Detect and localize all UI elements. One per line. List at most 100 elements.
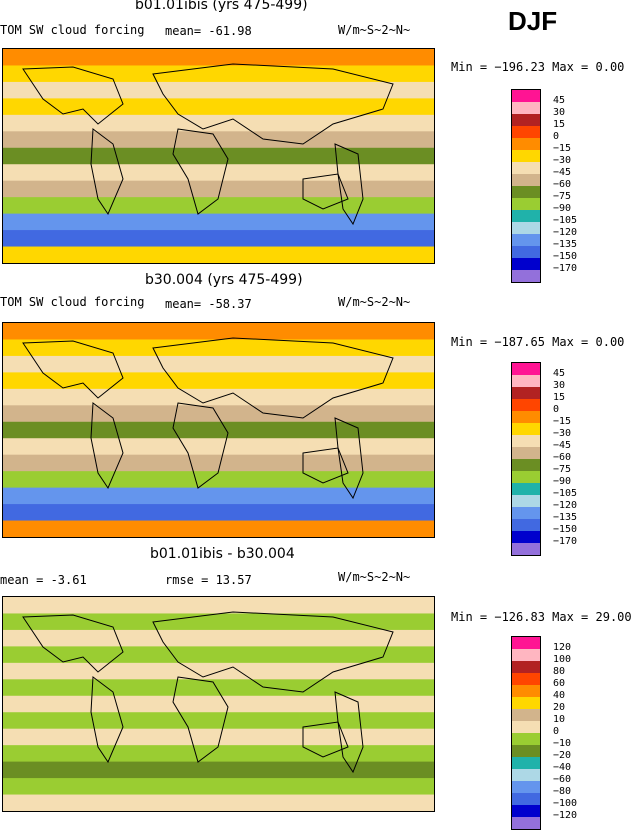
colorbar-tick-label: −60 bbox=[553, 452, 572, 463]
colorbar-tick-label: −15 bbox=[553, 416, 572, 427]
colorbar-tick-label: 30 bbox=[553, 107, 566, 118]
colorbar-tick-label: −120 bbox=[553, 227, 578, 238]
coastline bbox=[334, 417, 364, 500]
map-band bbox=[3, 405, 434, 423]
panel-2-map bbox=[2, 322, 435, 538]
colorbar-tick-label: 30 bbox=[553, 380, 566, 391]
colorbar-swatch bbox=[512, 507, 540, 519]
coastline bbox=[302, 721, 349, 758]
map-band bbox=[3, 323, 434, 340]
colorbar-tick-label: 60 bbox=[553, 678, 566, 689]
coastline bbox=[90, 128, 124, 216]
colorbar-swatch bbox=[512, 805, 540, 817]
colorbar-swatch bbox=[512, 270, 540, 282]
colorbar-tick-label: −90 bbox=[553, 476, 572, 487]
colorbar-swatch bbox=[512, 246, 540, 258]
map-band bbox=[3, 65, 434, 83]
panel-3-rmse: rmse = 13.57 bbox=[165, 573, 252, 587]
panel-2-title: b30.004 (yrs 475-499) bbox=[145, 272, 303, 288]
panel-3-colorbar bbox=[511, 636, 541, 830]
colorbar-tick-label: −15 bbox=[553, 143, 572, 154]
map-band bbox=[3, 745, 434, 763]
colorbar-swatch bbox=[512, 709, 540, 721]
coastline bbox=[172, 402, 229, 489]
colorbar-swatch bbox=[512, 649, 540, 661]
panel-1-title: b01.01ibis (yrs 475-499) bbox=[135, 0, 308, 13]
coastline bbox=[302, 447, 349, 484]
colorbar-swatch bbox=[512, 447, 540, 459]
map-band bbox=[3, 794, 434, 811]
colorbar-tick-label: −80 bbox=[553, 786, 572, 797]
colorbar-swatch bbox=[512, 150, 540, 162]
coastline bbox=[302, 173, 349, 210]
colorbar-swatch bbox=[512, 495, 540, 507]
colorbar-swatch bbox=[512, 483, 540, 495]
colorbar-swatch bbox=[512, 757, 540, 769]
coastline bbox=[172, 128, 229, 215]
panel-2-range: Min = −187.65 Max = 0.00 bbox=[451, 335, 625, 349]
colorbar-swatch bbox=[512, 210, 540, 222]
colorbar-swatch bbox=[512, 793, 540, 805]
map-band bbox=[3, 131, 434, 149]
colorbar-tick-label: 40 bbox=[553, 690, 566, 701]
colorbar-swatch bbox=[512, 769, 540, 781]
map-band bbox=[3, 197, 434, 215]
panel-2-mean: mean= -58.37 bbox=[165, 297, 252, 311]
panel-3-units: W/m~S~2~N~ bbox=[338, 570, 411, 584]
panel-2-colorbar bbox=[511, 362, 541, 556]
map-band bbox=[3, 246, 434, 263]
colorbar-swatch bbox=[512, 685, 540, 697]
colorbar-swatch bbox=[512, 543, 540, 555]
map-band bbox=[3, 712, 434, 730]
coastline bbox=[334, 143, 364, 226]
colorbar-tick-label: −120 bbox=[553, 810, 578, 821]
colorbar-tick-label: 120 bbox=[553, 642, 572, 653]
panel-1-map bbox=[2, 48, 435, 264]
colorbar-swatch bbox=[512, 721, 540, 733]
colorbar-tick-label: −135 bbox=[553, 512, 578, 523]
map-band bbox=[3, 180, 434, 198]
map-band bbox=[3, 454, 434, 472]
map-band bbox=[3, 147, 434, 165]
colorbar-tick-label: −100 bbox=[553, 798, 578, 809]
panel-2-units: W/m~S~2~N~ bbox=[338, 295, 411, 309]
season-label: DJF bbox=[508, 6, 558, 36]
colorbar-tick-label: −170 bbox=[553, 263, 578, 274]
colorbar-swatch bbox=[512, 435, 540, 447]
map-band bbox=[3, 597, 434, 614]
map-band bbox=[3, 355, 434, 373]
map-band bbox=[3, 230, 434, 248]
panel-1-colorbar bbox=[511, 89, 541, 283]
colorbar-swatch bbox=[512, 198, 540, 210]
colorbar-tick-label: 0 bbox=[553, 131, 560, 142]
panel-3-colorbar-labels: 120 100 80 60 40 20 10 0 −10 −20 −40 −60 −80 −100 −120 bbox=[553, 642, 577, 822]
colorbar-swatch bbox=[512, 781, 540, 793]
map-band bbox=[3, 471, 434, 489]
colorbar-tick-label: −105 bbox=[553, 215, 578, 226]
colorbar-tick-label: −120 bbox=[553, 500, 578, 511]
colorbar-swatch bbox=[512, 174, 540, 186]
coastline bbox=[152, 337, 394, 419]
panel-3-range: Min = −126.83 Max = 29.00 bbox=[451, 610, 632, 624]
coastline bbox=[22, 340, 124, 399]
colorbar-swatch bbox=[512, 637, 540, 649]
map-band bbox=[3, 629, 434, 647]
colorbar-tick-label: −105 bbox=[553, 488, 578, 499]
colorbar-tick-label: 10 bbox=[553, 714, 566, 725]
map-band bbox=[3, 728, 434, 746]
map-band bbox=[3, 504, 434, 522]
colorbar-tick-label: −40 bbox=[553, 762, 572, 773]
coastline bbox=[90, 676, 124, 764]
colorbar-tick-label: −75 bbox=[553, 464, 572, 475]
colorbar-tick-label: 0 bbox=[553, 726, 560, 737]
coastline bbox=[22, 614, 124, 673]
colorbar-swatch bbox=[512, 222, 540, 234]
colorbar-swatch bbox=[512, 90, 540, 102]
colorbar-swatch bbox=[512, 471, 540, 483]
colorbar-swatch bbox=[512, 399, 540, 411]
colorbar-swatch bbox=[512, 162, 540, 174]
map-band bbox=[3, 339, 434, 357]
map-band bbox=[3, 81, 434, 99]
map-band bbox=[3, 695, 434, 713]
map-band bbox=[3, 98, 434, 116]
